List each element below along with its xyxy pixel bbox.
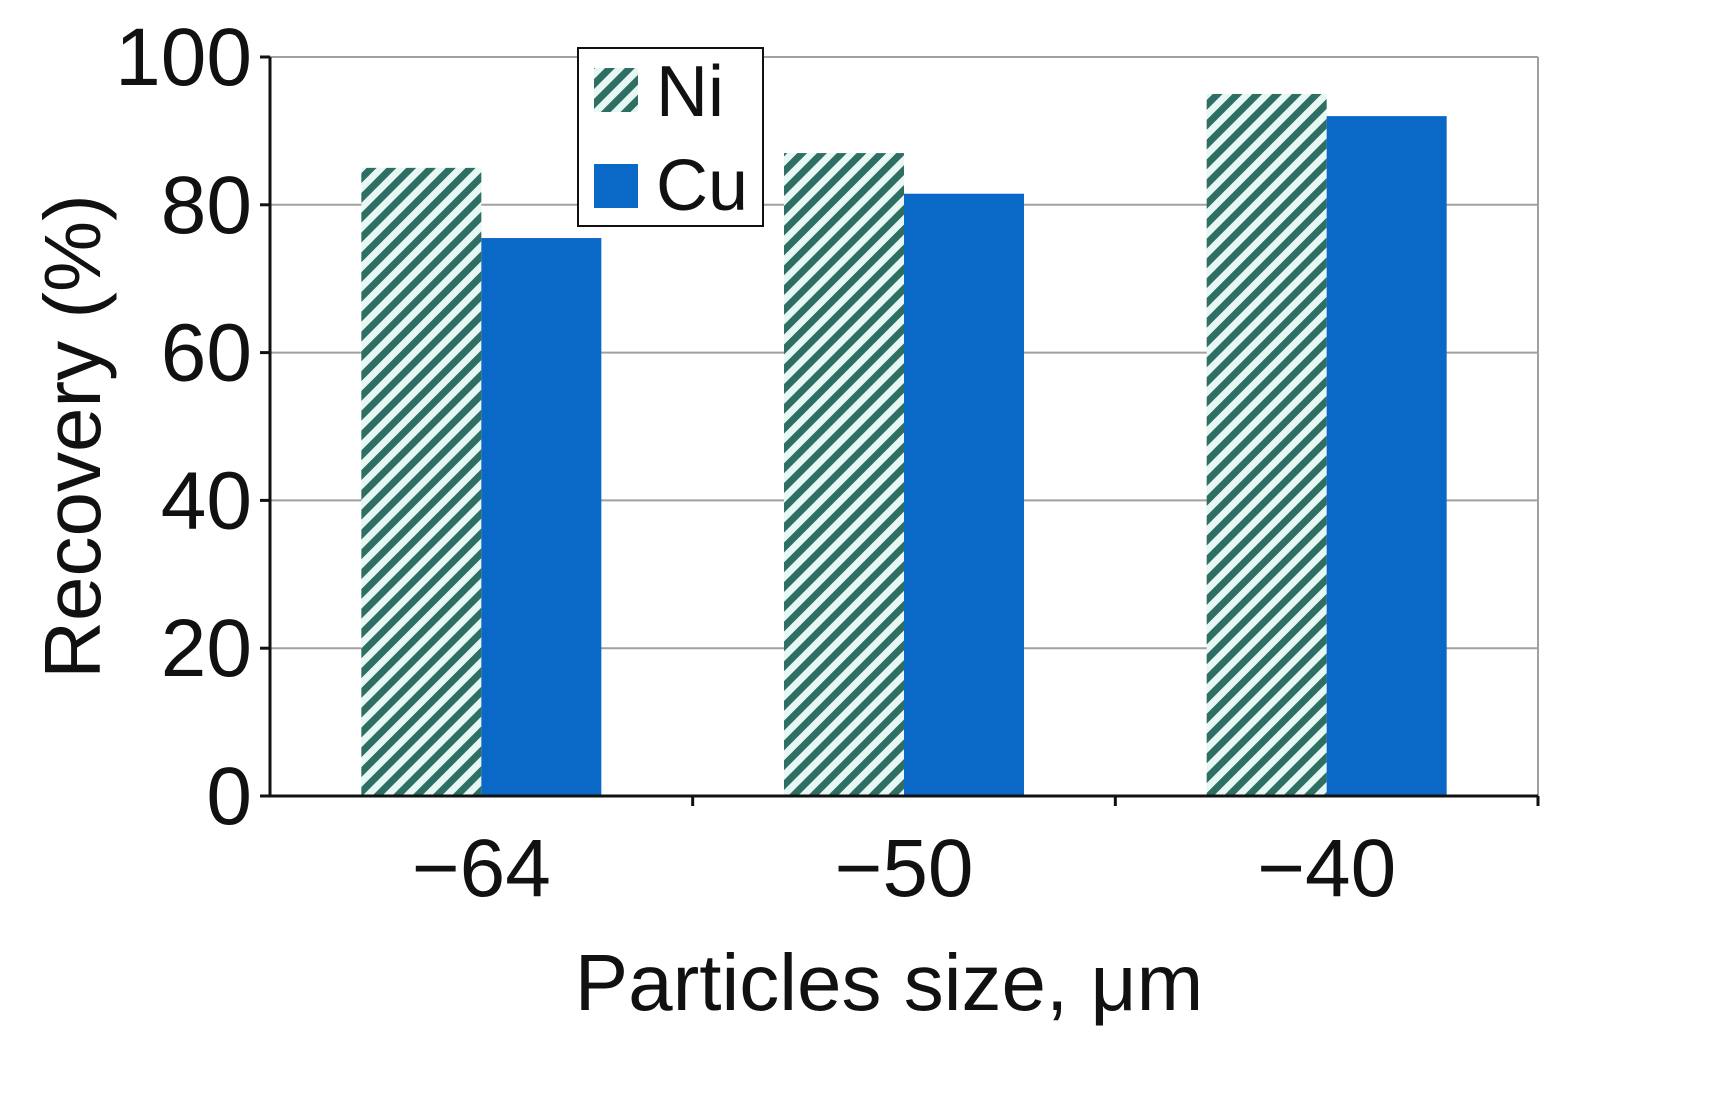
bar-ni-1 (784, 153, 904, 796)
bar-ni-2 (1206, 93, 1327, 796)
y-tick-label: 40 (161, 455, 252, 546)
x-tick-label: −64 (412, 823, 551, 914)
y-tick-label: 0 (206, 751, 252, 842)
legend-swatch-cu (594, 164, 638, 208)
y-tick-label: 100 (115, 12, 252, 103)
legend-label-cu: Cu (656, 146, 748, 226)
bar-ni-0 (361, 167, 482, 797)
y-tick-label: 60 (161, 308, 252, 399)
tick-labels: 0 20 40 60 80 100 −64 −50 −40 (115, 12, 1396, 914)
legend-swatch-ni (594, 68, 638, 112)
x-tick-label: −50 (834, 823, 973, 914)
bar-cu-2 (1326, 116, 1447, 797)
x-axis-title: Particles size, μm (575, 938, 1203, 1027)
y-axis-title: Recovery (%) (28, 194, 117, 679)
bar-cu-0 (481, 238, 602, 796)
y-tick-label: 20 (161, 603, 252, 694)
y-tick-label: 80 (161, 160, 252, 251)
bars (361, 93, 1447, 797)
legend-label-ni: Ni (656, 52, 724, 132)
x-tick-label: −40 (1257, 823, 1396, 914)
axes (260, 55, 1540, 806)
legend: Ni Cu (577, 47, 764, 227)
bar-cu-1 (904, 193, 1024, 797)
